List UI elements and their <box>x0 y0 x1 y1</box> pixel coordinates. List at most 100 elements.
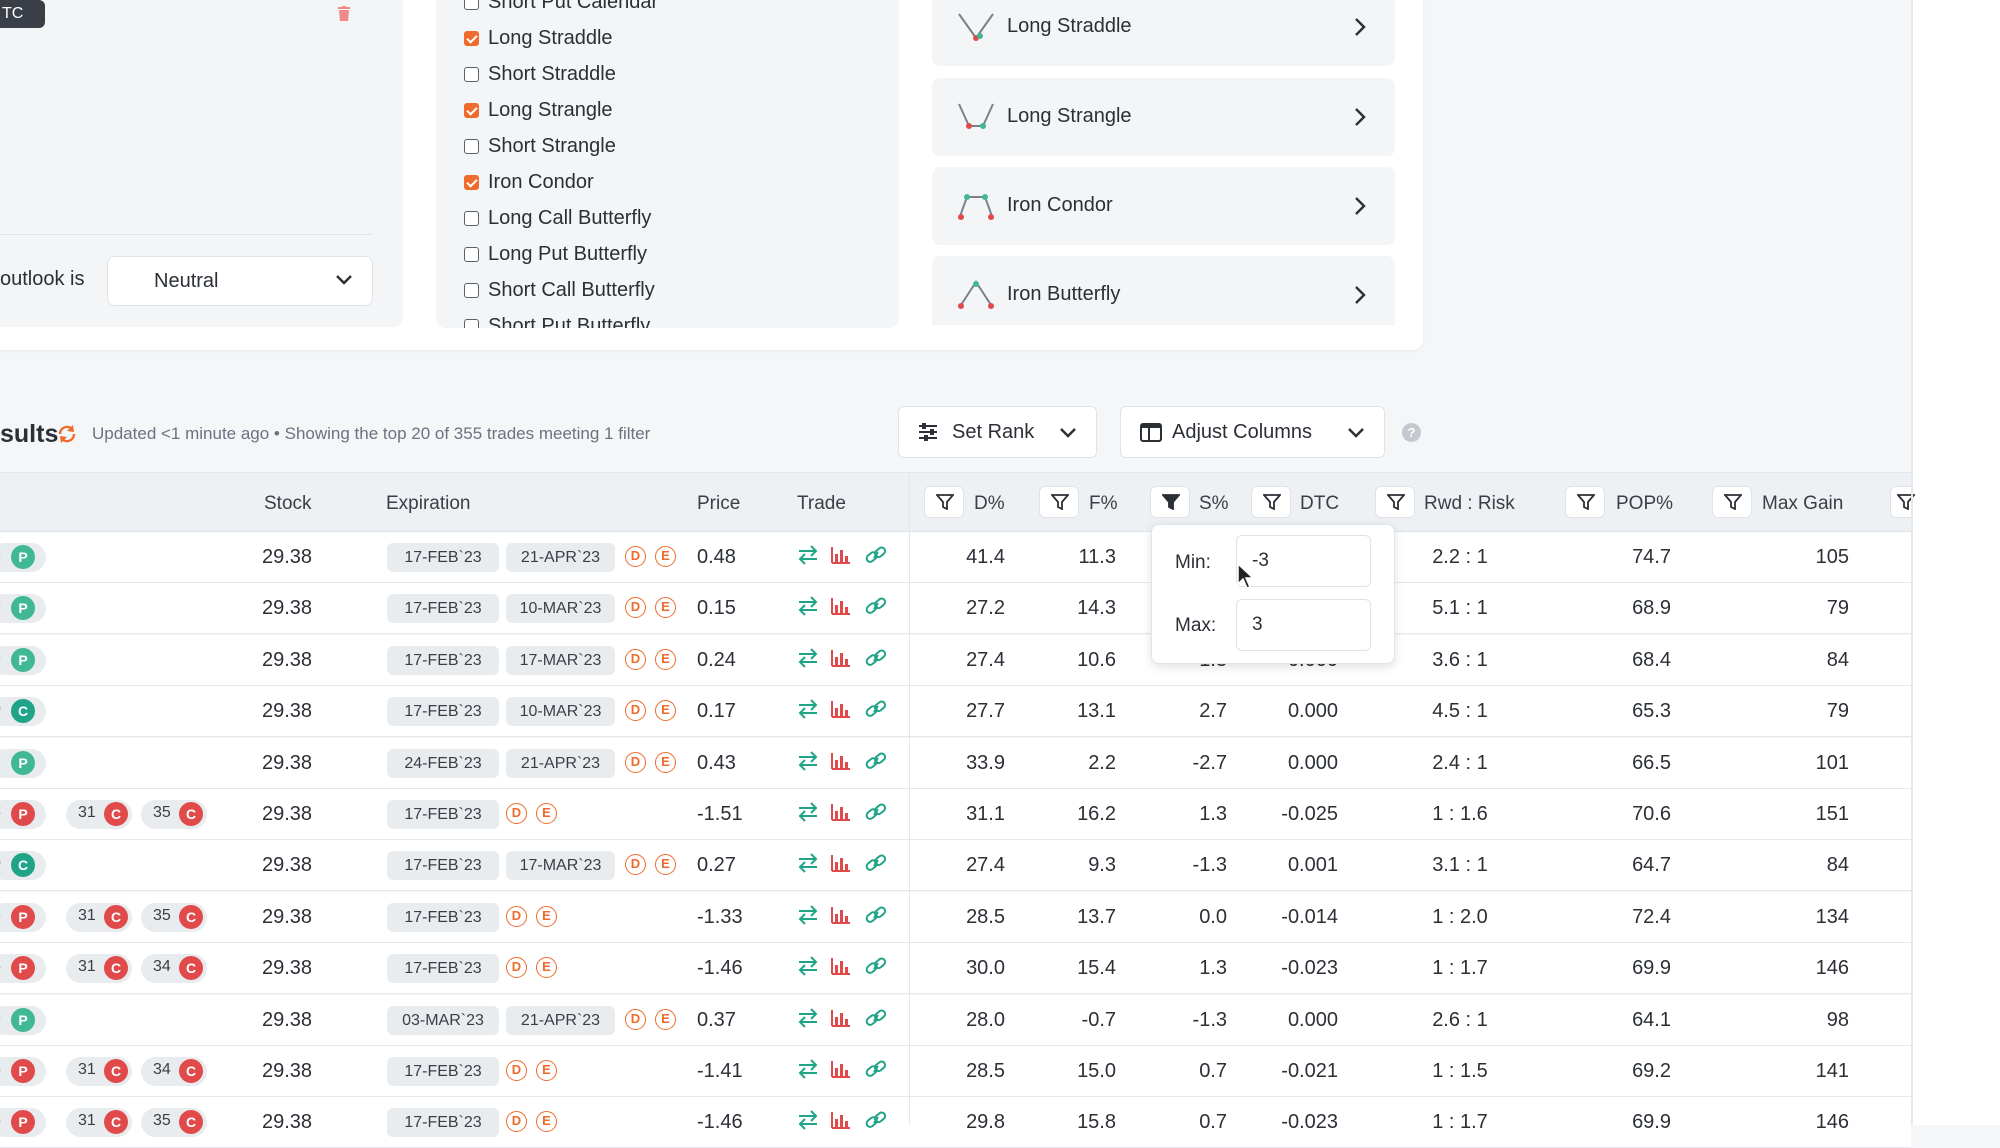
strategy-checkbox-item[interactable]: Iron Condor <box>464 167 594 197</box>
swap-icon[interactable] <box>797 596 819 617</box>
strategy-checkbox-item[interactable]: Short Straddle <box>464 59 616 89</box>
table-row[interactable]: 8P 31 C 35 C 29.38 17-FEB`23 DE -1.33 28.5 13.7 0.0… <box>0 891 1911 943</box>
strategy-checkbox-item[interactable]: Short Call Butterfly <box>464 275 655 305</box>
filter-button-f[interactable] <box>1039 486 1079 518</box>
outlook-select[interactable]: Neutral <box>107 256 373 306</box>
strategy-card[interactable]: Iron Condor <box>932 167 1395 245</box>
strategy-checkbox-item[interactable]: Short Strangle <box>464 131 616 161</box>
help-icon[interactable]: ? <box>1402 423 1421 442</box>
swap-icon[interactable] <box>797 1110 819 1131</box>
link-icon[interactable] <box>864 1059 888 1079</box>
link-icon[interactable] <box>864 1008 888 1028</box>
strategy-card[interactable]: Long Strangle <box>932 78 1395 156</box>
chart-icon[interactable] <box>830 545 852 565</box>
swap-icon[interactable] <box>797 802 819 822</box>
set-rank-button[interactable]: Set Rank <box>898 406 1097 458</box>
checkbox-unchecked[interactable] <box>464 318 479 328</box>
filter-button-pop[interactable] <box>1565 486 1605 518</box>
checkbox-unchecked[interactable] <box>464 66 479 82</box>
strategy-checkbox-item[interactable]: Long Call Butterfly <box>464 203 651 233</box>
chart-icon[interactable] <box>830 1110 852 1130</box>
header-price[interactable]: Price <box>697 493 741 514</box>
strategy-card[interactable]: Iron Butterfly <box>932 256 1395 325</box>
strategy-checkbox-item[interactable]: Short Put Calendar <box>464 0 658 17</box>
link-icon[interactable] <box>864 1110 888 1130</box>
chart-icon[interactable] <box>830 1008 852 1028</box>
link-icon[interactable] <box>864 802 888 822</box>
header-trade[interactable]: Trade <box>797 493 846 514</box>
header-f[interactable]: F% <box>1089 493 1118 514</box>
checkbox-unchecked[interactable] <box>464 246 479 262</box>
min-input[interactable]: -3 <box>1236 535 1371 587</box>
chart-icon[interactable] <box>830 596 852 616</box>
header-dtc[interactable]: DTC <box>1300 493 1340 514</box>
chart-icon[interactable] <box>830 648 852 668</box>
header-maxgain[interactable]: Max Gain <box>1762 493 1844 514</box>
swap-icon[interactable] <box>797 1059 819 1079</box>
filter-button-dtc[interactable] <box>1251 486 1291 518</box>
swap-icon[interactable] <box>797 853 819 874</box>
strategy-checkbox-item[interactable]: Long Strangle <box>464 95 613 125</box>
chart-icon[interactable] <box>830 699 852 719</box>
chart-icon[interactable] <box>830 905 852 925</box>
refresh-icon[interactable] <box>56 423 78 445</box>
checkbox-unchecked[interactable] <box>464 282 479 298</box>
max-input[interactable]: 3 <box>1236 599 1371 651</box>
chart-icon[interactable] <box>830 853 852 873</box>
filter-button-s-active[interactable] <box>1150 486 1190 518</box>
link-icon[interactable] <box>864 596 888 616</box>
checkbox-checked[interactable] <box>464 102 479 118</box>
leg-strike: 9 <box>0 1010 1 1028</box>
chart-icon[interactable] <box>830 802 852 822</box>
strategy-checkbox-item[interactable]: Short Put Butterfly <box>464 311 650 328</box>
header-expiration[interactable]: Expiration <box>386 493 471 514</box>
swap-icon[interactable] <box>797 648 819 668</box>
link-icon[interactable] <box>864 648 888 668</box>
checkbox-checked[interactable] <box>464 30 479 46</box>
checkbox-unchecked[interactable] <box>464 0 479 10</box>
header-pop[interactable]: POP% <box>1616 493 1674 514</box>
filter-button-rwd[interactable] <box>1375 486 1415 518</box>
header-stock[interactable]: Stock <box>264 493 312 514</box>
table-row[interactable]: 5P 31 C 34 C 29.38 17-FEB`23 DE -1.41 28.5 15.0 0.7… <box>0 1046 1911 1097</box>
table-row[interactable]: 9P29.3817-FEB`2317-MAR`23DE0.2427.410.61… <box>0 634 1911 686</box>
swap-icon[interactable] <box>797 905 819 925</box>
table-row[interactable]: 5P 31 C 34 C 29.38 17-FEB`23 DE -1.46 30.0 15.4 1.3… <box>0 943 1911 995</box>
link-icon[interactable] <box>864 853 888 873</box>
link-icon[interactable] <box>864 751 888 771</box>
header-rwd[interactable]: Rwd : Risk <box>1424 493 1515 514</box>
filter-button-maxgain[interactable] <box>1712 486 1752 518</box>
header-d[interactable]: D% <box>974 493 1005 514</box>
swap-icon[interactable] <box>797 699 819 719</box>
checkbox-unchecked[interactable] <box>464 210 479 226</box>
chart-icon[interactable] <box>830 1059 852 1079</box>
link-icon[interactable] <box>864 956 888 976</box>
strategy-checkbox-item[interactable]: Long Straddle <box>464 23 613 53</box>
table-row[interactable]: 5P 31 C 35 C 29.38 17-FEB`23 DE -1.51 31.1 16.2 1.3… <box>0 789 1911 840</box>
checkbox-checked[interactable] <box>464 174 479 190</box>
swap-icon[interactable] <box>797 1007 819 1028</box>
swap-icon[interactable] <box>797 545 819 565</box>
filter-button-next[interactable] <box>1890 486 1915 518</box>
checkbox-unchecked[interactable] <box>464 138 479 154</box>
filter-button-d[interactable] <box>924 486 964 518</box>
link-icon[interactable] <box>864 699 888 719</box>
chart-icon[interactable] <box>830 751 852 771</box>
swap-icon[interactable] <box>797 750 819 771</box>
swap-icon[interactable] <box>797 956 819 976</box>
link-icon[interactable] <box>864 545 888 565</box>
link-icon[interactable] <box>864 905 888 925</box>
adjust-columns-button[interactable]: Adjust Columns <box>1120 406 1385 458</box>
header-s[interactable]: S% <box>1199 493 1229 514</box>
chart-icon[interactable] <box>830 956 852 976</box>
table-row[interactable]: 5P 31 C 35 C 29.38 17-FEB`23 DE -1.46 29.8 15.8 0.7… <box>0 1097 1911 1148</box>
strategy-card[interactable]: Long Straddle <box>932 0 1395 66</box>
trash-icon[interactable] <box>337 6 351 22</box>
strategy-checkbox-item[interactable]: Long Put Butterfly <box>464 239 647 269</box>
